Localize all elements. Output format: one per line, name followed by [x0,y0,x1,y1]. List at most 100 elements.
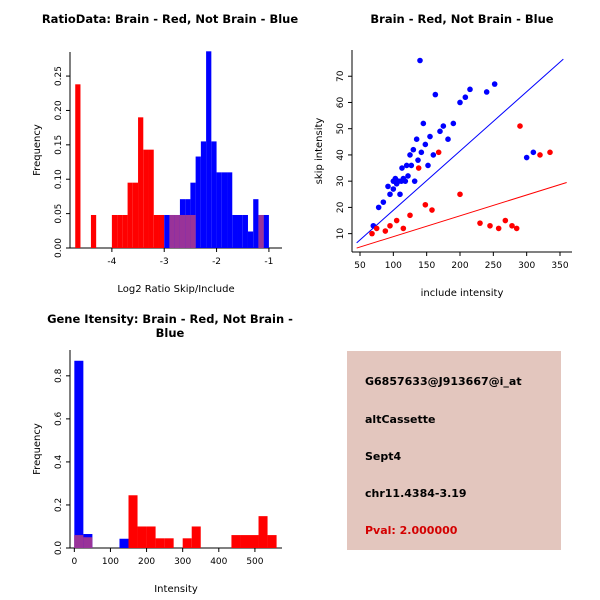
scatter-point-not_brain [375,204,382,211]
scatter-point-not_brain [427,133,433,140]
scatter-point-brain [537,152,543,158]
scatter-point-not_brain [380,199,387,205]
scatter-point-not_brain [408,162,415,169]
scatter-point-not_brain [483,89,490,95]
histogram-bar-overlap [169,214,175,248]
x-tick-label: 150 [418,261,435,271]
scatter-point-brain [429,207,435,213]
histogram-bar-overlap [190,214,196,248]
scatter-point-not_brain [405,173,411,179]
scatter-point-not_brain [430,152,437,158]
scatter-point-not_brain [457,99,463,106]
intensity-scatter-title: Brain - Red, Not Brain - Blue [370,12,554,26]
histogram-bar-brain [267,535,277,548]
histogram-bar-brain [128,495,138,548]
scatter-point-not_brain [422,141,429,148]
y-tick-label: 0.15 [54,135,64,155]
y-tick-label: 0.8 [54,368,64,383]
histogram-bar-brain [132,182,139,248]
y-tick-label: 50 [336,123,346,135]
x-tick-label: 50 [354,261,366,271]
scatter-point-brain [415,165,422,171]
scatter-point-not_brain [462,94,469,101]
scatter-point-not_brain [397,191,403,198]
panel-gene-intensity-histogram: Gene Itensity: Brain - Red, Not Brain - … [0,300,300,600]
x-tick-label: 100 [385,261,402,271]
ratio-histogram-chart: -4 -3 -2 -1 0.00 0.05 0.10 0.15 0.20 0.25 Log2 Rat… [32,51,282,295]
histogram-bar-overlap [174,214,180,248]
scatter-point-not_brain [413,136,420,142]
histogram-bar-not_brain [227,172,233,248]
info-pval: Pval: 2.000000 [365,524,458,537]
gene-intensity-histogram-chart: 0 100 200 300 400 500 0.0 0.2 0.4 0.6 0.8 Intensity… [32,350,282,595]
x-tick-label: 300 [518,261,535,271]
scatter-point-not_brain [403,162,410,169]
x-tick-label: -4 [107,257,116,267]
y-tick-label: 60 [336,96,346,108]
scatter-point-brain [513,225,520,232]
scatter-point-not_brain [432,91,439,98]
scatter-point-brain [387,222,393,229]
histogram-bar-not_brain [206,51,212,248]
scatter-point-not_brain [407,152,413,158]
scatter-point-brain [382,228,389,234]
histogram-bar-not_brain [263,214,269,248]
ratio-histogram-title: RatioData: Brain - Red, Not Brain - Blue [41,12,299,26]
scatter-point-brain [407,212,413,219]
scatter-point-not_brain [420,120,427,127]
histogram-bar-brain [153,214,159,248]
x-tick-label: 400 [210,557,227,567]
histogram-bar-not_brain [216,172,222,248]
histogram-bar-brain [155,538,165,548]
scatter-point-brain [369,230,375,237]
scatter-point-brain [477,220,483,226]
scatter-point-not_brain [425,162,431,169]
scatter-point-not_brain [390,186,397,192]
scatter-point-brain [547,149,553,156]
scatter-point-brain [517,123,523,129]
x-tick-label: 200 [138,557,155,567]
x-tick-label: 250 [485,261,502,271]
scatter-point-not_brain [491,81,498,87]
histogram-bar-brain [191,526,201,548]
x-axis-label: include intensity [421,288,504,299]
scatter-point-brain [495,225,502,232]
scatter-point-not_brain [415,157,421,163]
y-tick-label: 0.10 [54,169,64,189]
info-probe-id: G6857633@J913667@i_at [365,375,522,388]
histogram-bar-brain [122,214,128,248]
y-axis-label: Frequency [32,423,43,475]
info-gene-name: Sept4 [365,450,402,463]
histogram-bar-brain [258,516,268,548]
info-event-type: altCassette [365,413,436,426]
scatter-point-not_brain [445,136,451,142]
x-tick-label: 500 [246,557,263,567]
y-tick-label: 40 [336,149,346,161]
info-location: chr11.4384-3.19 [365,487,467,500]
histogram-bar-overlap [179,214,186,248]
scatter-point-not_brain [410,146,417,153]
x-axis-label: Intensity [154,584,198,595]
histogram-bar-brain [249,535,259,548]
histogram-bar-brain [117,214,123,248]
histogram-bar-not_brain [221,172,228,248]
gene-intensity-histogram-title: Gene Itensity: Brain - Red, Not Brain - … [47,312,293,340]
y-tick-label: 30 [336,175,346,187]
scatter-point-brain [422,201,429,208]
histogram-bar-not_brain [211,141,217,248]
scatter-point-not_brain [418,149,425,156]
x-tick-label: 200 [451,261,468,271]
histogram-bar-not_brain [164,214,170,248]
scatter-point-not_brain [387,191,393,198]
scatter-point-brain [502,217,509,224]
histogram-bar-not_brain [242,214,248,248]
y-tick-label: 0.0 [54,541,64,556]
y-tick-label: 70 [336,70,346,82]
scatter-point-not_brain [402,178,409,184]
scatter-point-brain [487,222,493,229]
histogram-bar-overlap [185,214,191,248]
scatter-point-not_brain [437,128,443,135]
y-tick-label: 20 [336,201,346,213]
scatter-point-brain [393,217,400,224]
